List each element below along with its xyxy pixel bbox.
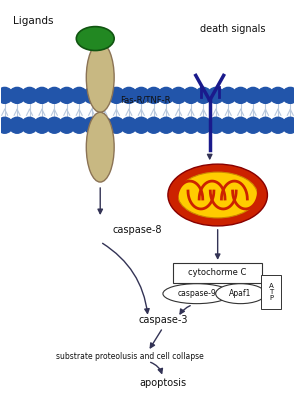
Circle shape (121, 87, 137, 103)
Circle shape (245, 87, 261, 103)
Circle shape (282, 87, 295, 103)
Ellipse shape (216, 284, 266, 304)
Circle shape (84, 87, 100, 103)
Circle shape (183, 87, 199, 103)
Circle shape (34, 117, 50, 133)
Text: substrate proteolusis and cell collapse: substrate proteolusis and cell collapse (56, 352, 204, 361)
Circle shape (146, 87, 162, 103)
Circle shape (183, 117, 199, 133)
Circle shape (171, 87, 186, 103)
Circle shape (46, 117, 62, 133)
Text: death signals: death signals (200, 24, 265, 34)
FancyBboxPatch shape (261, 275, 281, 309)
Text: Fas-R/TNF-R: Fas-R/TNF-R (120, 96, 171, 105)
Circle shape (34, 87, 50, 103)
Circle shape (195, 87, 211, 103)
Circle shape (195, 117, 211, 133)
Ellipse shape (168, 164, 268, 226)
Text: caspase-3: caspase-3 (138, 314, 188, 324)
Circle shape (59, 117, 75, 133)
Circle shape (0, 87, 13, 103)
Circle shape (9, 87, 25, 103)
Circle shape (133, 87, 149, 103)
Circle shape (9, 117, 25, 133)
Circle shape (121, 117, 137, 133)
Text: cytochorme C: cytochorme C (189, 268, 247, 277)
FancyBboxPatch shape (173, 263, 263, 283)
Circle shape (270, 87, 286, 103)
Text: caspase-8: caspase-8 (112, 225, 162, 235)
Circle shape (71, 117, 87, 133)
Circle shape (208, 117, 224, 133)
Text: A
T
P: A T P (269, 283, 274, 301)
Circle shape (71, 87, 87, 103)
Circle shape (22, 87, 37, 103)
Circle shape (282, 117, 295, 133)
Circle shape (146, 117, 162, 133)
Circle shape (109, 117, 124, 133)
Circle shape (158, 87, 174, 103)
Circle shape (171, 117, 186, 133)
Circle shape (258, 87, 273, 103)
Circle shape (233, 117, 249, 133)
Circle shape (220, 117, 236, 133)
Ellipse shape (163, 284, 231, 304)
Circle shape (96, 117, 112, 133)
Circle shape (158, 117, 174, 133)
Circle shape (133, 117, 149, 133)
Ellipse shape (178, 172, 258, 218)
Circle shape (22, 117, 37, 133)
Text: Ligands: Ligands (13, 16, 53, 26)
Circle shape (233, 87, 249, 103)
Text: Apaf1: Apaf1 (230, 289, 252, 298)
Circle shape (59, 87, 75, 103)
Circle shape (46, 87, 62, 103)
Circle shape (0, 117, 13, 133)
Circle shape (208, 87, 224, 103)
Text: apoptosis: apoptosis (139, 378, 186, 388)
Circle shape (270, 117, 286, 133)
Ellipse shape (86, 112, 114, 182)
Circle shape (220, 87, 236, 103)
Ellipse shape (86, 42, 114, 112)
Circle shape (109, 87, 124, 103)
Text: caspase-9: caspase-9 (177, 289, 216, 298)
Ellipse shape (76, 27, 114, 50)
Circle shape (245, 117, 261, 133)
Circle shape (96, 87, 112, 103)
Circle shape (84, 117, 100, 133)
Circle shape (258, 117, 273, 133)
